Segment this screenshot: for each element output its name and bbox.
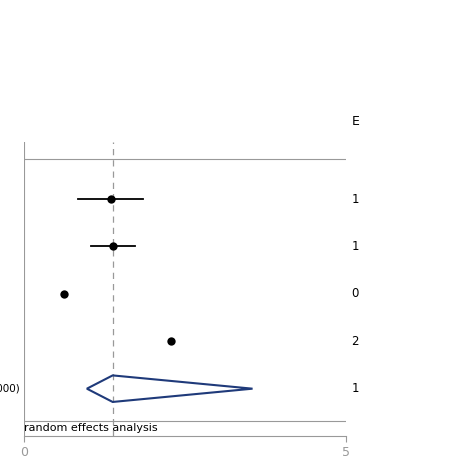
Text: %, p = 0.000): %, p = 0.000) <box>0 383 19 394</box>
Text: 0: 0 <box>352 287 359 301</box>
Text: 1: 1 <box>352 192 359 206</box>
Text: 1: 1 <box>352 240 359 253</box>
Text: 2: 2 <box>352 335 359 348</box>
Text: E: E <box>352 115 359 128</box>
Text: 1: 1 <box>352 382 359 395</box>
Text: random effects analysis: random effects analysis <box>24 423 157 433</box>
